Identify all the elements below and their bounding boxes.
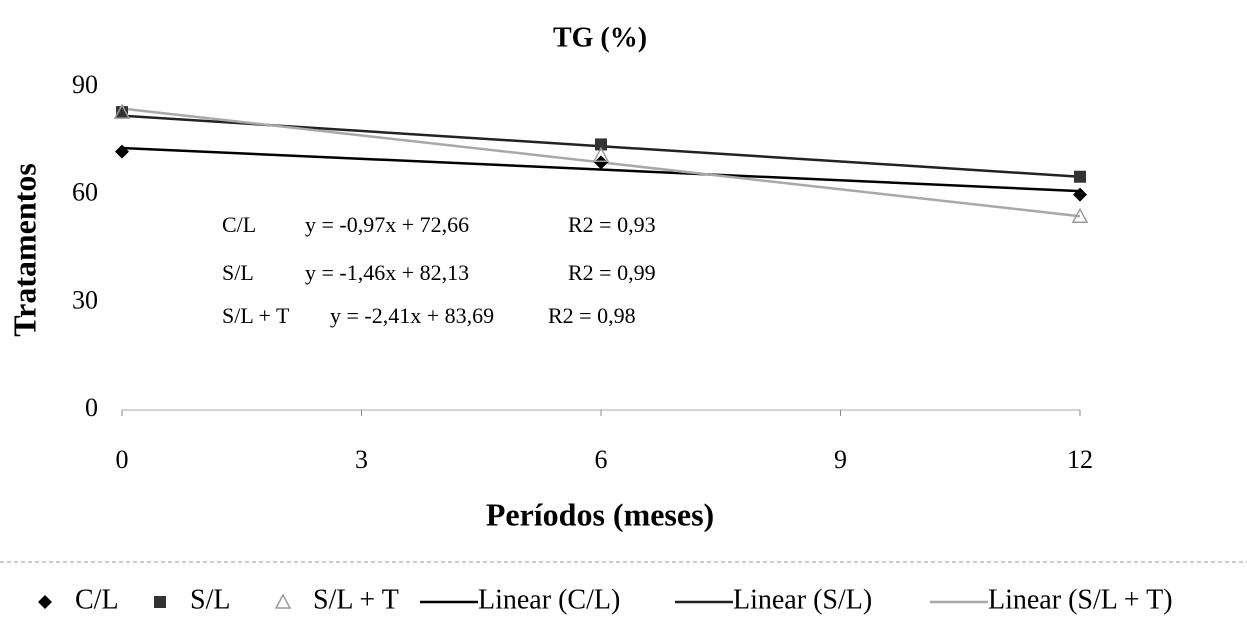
y-tick-label: 0	[85, 393, 98, 422]
annotation-r2: R2 = 0,99	[568, 260, 656, 285]
legend-label: Linear (S/L + T)	[988, 584, 1173, 615]
y-tick-label: 60	[72, 178, 98, 207]
legend-label: Linear (S/L)	[733, 584, 872, 615]
legend-swatch	[274, 593, 292, 609]
point	[113, 103, 131, 119]
x-tick-label: 6	[595, 445, 608, 474]
x-axis-label: Períodos (meses)	[486, 496, 714, 532]
point	[595, 138, 607, 151]
annotation-equation: y = -0,97x + 72,66	[305, 212, 469, 237]
annotation-label: C/L	[222, 212, 256, 237]
legend-swatch	[154, 596, 166, 608]
y-tick-label: 30	[72, 285, 98, 314]
point	[1073, 187, 1087, 202]
annotation-r2: R2 = 0,93	[568, 212, 656, 237]
x-tick-label: 9	[834, 445, 847, 474]
legend-label: S/L	[190, 584, 230, 615]
trend-line	[121, 146, 1081, 193]
legend-label: C/L	[75, 584, 119, 615]
x-tick-label: 12	[1067, 445, 1093, 474]
x-tick-label: 3	[355, 445, 368, 474]
point	[594, 155, 608, 170]
point	[592, 146, 610, 162]
point	[115, 144, 129, 159]
annotation-equation: y = -1,46x + 82,13	[305, 260, 469, 285]
legend-label: S/L + T	[313, 584, 399, 615]
point	[1071, 207, 1089, 223]
annotation-equation: y = -2,41x + 83,69	[330, 303, 494, 328]
y-axis-label: Tratamentos	[6, 163, 42, 337]
x-tick-label: 0	[116, 445, 129, 474]
legend-swatch	[38, 595, 52, 609]
legend-label: Linear (C/L)	[478, 584, 620, 615]
annotation-label: S/L	[222, 260, 254, 285]
chart-title: TG (%)	[553, 22, 647, 53]
y-tick-label: 90	[72, 70, 98, 99]
point	[1074, 170, 1086, 183]
annotation-r2: R2 = 0,98	[548, 303, 636, 328]
annotation-label: S/L + T	[222, 303, 290, 328]
